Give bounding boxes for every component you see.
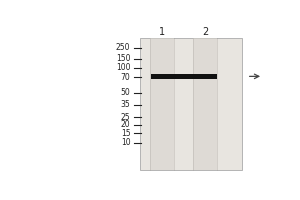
Bar [152,74,217,79]
Bar [140,38,242,170]
Bar [193,38,217,170]
Text: 1: 1 [159,27,165,37]
Text: 250: 250 [116,43,130,52]
Text: 2: 2 [202,27,208,37]
Text: 150: 150 [116,54,130,63]
Text: 20: 20 [121,120,130,129]
Text: 10: 10 [121,138,130,147]
Text: 25: 25 [121,113,130,122]
Text: 70: 70 [121,73,130,82]
Text: 50: 50 [121,88,130,97]
Text: 35: 35 [121,100,130,109]
Bar [150,38,173,170]
Text: 100: 100 [116,63,130,72]
Text: 15: 15 [121,129,130,138]
